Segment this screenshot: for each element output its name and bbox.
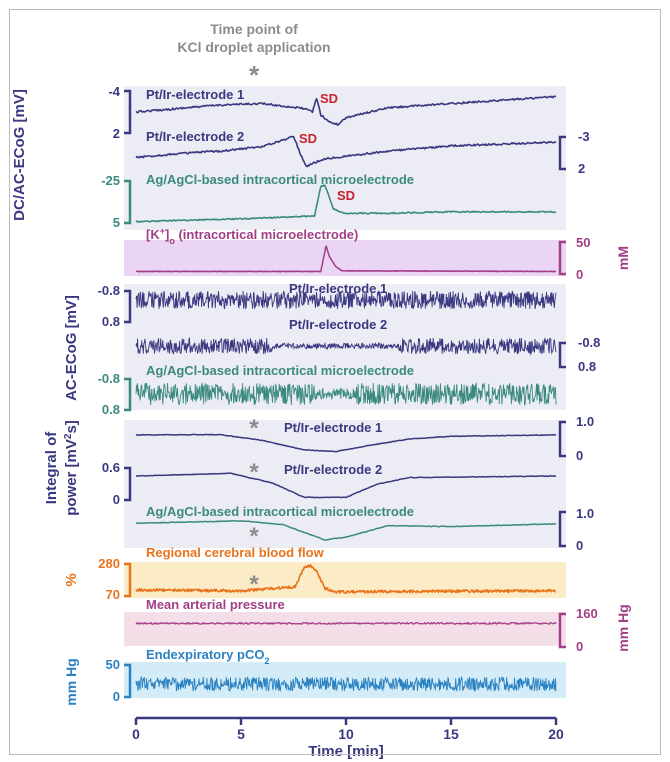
k-unit-label: mM — [615, 246, 631, 270]
rcbf-tick-1: 280 — [98, 556, 120, 571]
x-tick-20: 20 — [548, 726, 564, 742]
ac-left-tick-1: -0.8 — [98, 283, 120, 298]
k-right-tick-1: 50 — [576, 235, 590, 250]
dc-left-tick-2: 2 — [113, 126, 120, 141]
power-right-tick-3: 1.0 — [576, 506, 594, 521]
pco2-tick-2: 0 — [113, 689, 120, 704]
rcbf-label: Regional cerebral blood flow — [146, 545, 325, 560]
power-ylabel-line2: power [mV2s] — [63, 420, 81, 516]
x-tick-15: 15 — [443, 726, 459, 742]
ac-left-tick-4: 0.8 — [102, 402, 120, 417]
ac-trace3-label: Ag/AgCl-based intracortical microelectro… — [146, 363, 414, 378]
power-right-tick-1: 1.0 — [576, 414, 594, 429]
kcl-marker-header: * — [249, 60, 260, 90]
rcbf-unit: % — [63, 573, 80, 586]
dc-right-tick-1: -3 — [578, 129, 590, 144]
power-trace2-label: Pt/Ir-electrode 2 — [284, 462, 382, 477]
dc-ylabel: DC/AC-ECoG [mV] — [11, 89, 28, 221]
kcl-title-line1: Time point of — [210, 21, 298, 37]
map-panel-background — [124, 612, 566, 646]
kcl-marker-power-2: * — [249, 459, 259, 486]
power-trace3-label: Ag/AgCl-based intracortical microelectro… — [146, 504, 414, 519]
map-tick-1: 160 — [576, 606, 598, 621]
ac-right-tick-1: -0.8 — [578, 335, 600, 350]
x-tick-5: 5 — [237, 726, 245, 742]
x-tick-10: 10 — [338, 726, 354, 742]
ac-trace1-label: Pt/Ir-electrode 1 — [289, 281, 387, 296]
dc-trace1-label: Pt/Ir-electrode 1 — [146, 87, 244, 102]
power-trace1-label: Pt/Ir-electrode 1 — [284, 420, 382, 435]
map-label: Mean arterial pressure — [146, 597, 285, 612]
x-tick-0: 0 — [132, 726, 140, 742]
dc-left-tick-1: -4 — [108, 84, 120, 99]
sd-label-3: SD — [337, 188, 355, 203]
sd-label-1: SD — [320, 91, 338, 106]
dc-left-tick-3: -25 — [101, 173, 120, 188]
dc-right-tick-2: 2 — [578, 161, 585, 176]
power-right-tick-4: 0 — [576, 538, 583, 553]
ac-right-tick-2: 0.8 — [578, 359, 596, 374]
ac-left-tick-3: -0.8 — [98, 371, 120, 386]
ac-ylabel: AC-ECoG [mV] — [63, 295, 80, 401]
map-tick-2: 0 — [576, 639, 583, 654]
x-axis — [136, 718, 556, 725]
dc-left-tick-4: 5 — [113, 215, 120, 230]
kcl-title-line2: KCl droplet application — [177, 39, 330, 55]
dc-trace3-label: Ag/AgCl-based intracortical microelectro… — [146, 172, 414, 187]
ac-trace2-label: Pt/Ir-electrode 2 — [289, 317, 387, 332]
power-right-tick-2: 0 — [576, 448, 583, 463]
map-unit: mm Hg — [615, 604, 631, 651]
power-ylabel-line1: Integral of — [43, 431, 60, 505]
k-right-tick-2: 0 — [576, 267, 583, 282]
rcbf-tick-2: 70 — [106, 587, 120, 602]
pco2-tick-1: 50 — [106, 657, 120, 672]
ac-left-tick-2: 0.8 — [102, 314, 120, 329]
power-left-tick-1: 0.6 — [102, 460, 120, 475]
power-left-tick-2: 0 — [113, 492, 120, 507]
power-panel-background — [124, 420, 566, 548]
dc-trace2-label: Pt/Ir-electrode 2 — [146, 129, 244, 144]
sd-label-2: SD — [299, 131, 317, 146]
x-axis-label: Time [min] — [308, 743, 384, 760]
kcl-marker-rcbf: * — [249, 571, 259, 598]
kcl-marker-power-1: * — [249, 415, 259, 442]
pco2-unit: mm Hg — [63, 658, 79, 705]
